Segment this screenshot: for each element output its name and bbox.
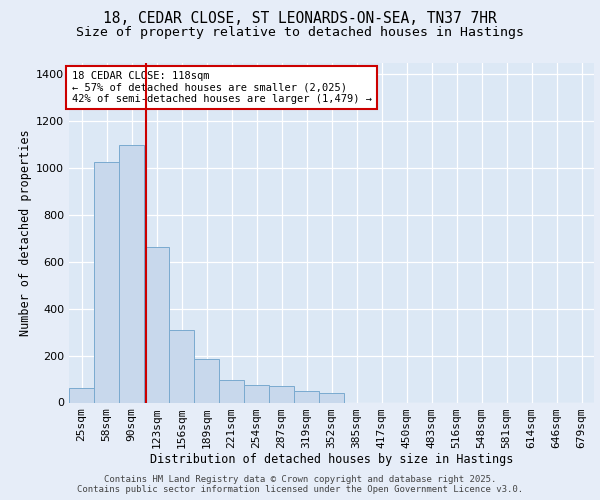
Y-axis label: Number of detached properties: Number of detached properties xyxy=(19,129,32,336)
Text: Contains HM Land Registry data © Crown copyright and database right 2025.
Contai: Contains HM Land Registry data © Crown c… xyxy=(77,474,523,494)
Bar xyxy=(169,330,194,402)
Bar xyxy=(119,144,144,402)
Text: 18 CEDAR CLOSE: 118sqm
← 57% of detached houses are smaller (2,025)
42% of semi-: 18 CEDAR CLOSE: 118sqm ← 57% of detached… xyxy=(71,71,371,104)
Bar xyxy=(319,393,344,402)
Bar xyxy=(294,391,319,402)
Bar xyxy=(144,246,169,402)
Text: Size of property relative to detached houses in Hastings: Size of property relative to detached ho… xyxy=(76,26,524,39)
X-axis label: Distribution of detached houses by size in Hastings: Distribution of detached houses by size … xyxy=(150,454,513,466)
Bar xyxy=(219,380,244,402)
Bar xyxy=(69,388,94,402)
Bar xyxy=(244,385,269,402)
Bar xyxy=(269,386,294,402)
Bar xyxy=(94,162,119,402)
Text: 18, CEDAR CLOSE, ST LEONARDS-ON-SEA, TN37 7HR: 18, CEDAR CLOSE, ST LEONARDS-ON-SEA, TN3… xyxy=(103,11,497,26)
Bar xyxy=(194,359,219,403)
